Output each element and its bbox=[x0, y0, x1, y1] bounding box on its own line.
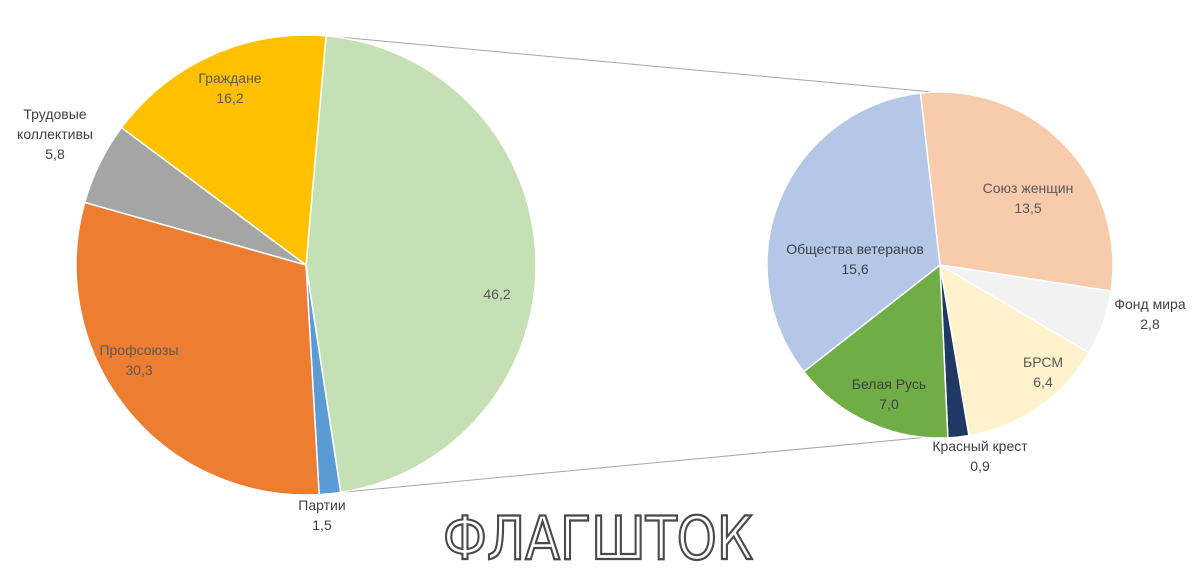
slice-value: 5,8 bbox=[45, 146, 65, 162]
slice-name: Общества ветеранов bbox=[786, 241, 924, 257]
flagshtok-logo-graphic: ФЛАГШТОК bbox=[442, 503, 754, 575]
main-label-трудовые-коллективы: Трудовые коллективы 5,8 bbox=[17, 106, 93, 162]
slice-value: 13,5 bbox=[1014, 200, 1041, 216]
breakdown-slice-белая-русь bbox=[802, 263, 949, 439]
data-labels: 46,2 Партии 1,5 Профсоюзы 30,3 Трудовые коллек… bbox=[17, 70, 1186, 533]
main-label-партии: Партии 1,5 bbox=[298, 497, 345, 533]
main-pie bbox=[75, 34, 537, 496]
slice-value: 15,6 bbox=[841, 261, 868, 277]
main-label-граждане: Граждане 16,2 bbox=[198, 70, 261, 106]
main-slice-other bbox=[305, 35, 537, 494]
slice-name: Партии bbox=[298, 497, 345, 513]
connector-lines bbox=[325, 35, 935, 493]
breakdown-label-белая-русь: Белая Русь 7,0 bbox=[852, 376, 926, 412]
slice-value: 46,2 bbox=[483, 286, 510, 302]
breakdown-label-фонд-мира: Фонд мира 2,8 bbox=[1114, 296, 1185, 332]
slice-value: 16,2 bbox=[216, 90, 243, 106]
main-slice-граждане bbox=[120, 34, 327, 267]
main-label-other: 46,2 bbox=[483, 286, 510, 302]
slice-value: 1,5 bbox=[312, 517, 332, 533]
breakdown-label-общества-ветеранов: Общества ветеранов 15,6 bbox=[786, 241, 924, 277]
connector-line-upper bbox=[325, 35, 935, 93]
watermark-text: ФЛАГШТОК bbox=[443, 508, 753, 568]
breakdown-label-брсм: БРСМ 6,4 bbox=[1023, 354, 1063, 390]
connector-line-lower bbox=[340, 436, 925, 493]
slice-name: Союз женщин bbox=[983, 180, 1074, 196]
slice-name: Красный крест bbox=[932, 438, 1028, 454]
slice-value: 0,9 bbox=[970, 458, 990, 474]
slice-name: Белая Русь bbox=[852, 376, 926, 392]
slice-value: 30,3 bbox=[125, 362, 152, 378]
breakdown-slice-союз-женщин bbox=[919, 91, 1114, 293]
slice-value: 7,0 bbox=[879, 396, 899, 412]
slice-name: БРСМ bbox=[1023, 354, 1063, 370]
breakdown-slice-брсм bbox=[938, 263, 1091, 437]
breakdown-label-красный-крест: Красный крест 0,9 bbox=[932, 438, 1028, 474]
breakdown-label-союз-женщин: Союз женщин 13,5 bbox=[983, 180, 1074, 216]
slice-name: коллективы bbox=[17, 126, 93, 142]
slice-value: 2,8 bbox=[1140, 316, 1160, 332]
main-label-профсоюзы: Профсоюзы 30,3 bbox=[99, 342, 178, 378]
slice-name: Фонд мира bbox=[1114, 296, 1185, 312]
main-slice-профсоюзы bbox=[75, 201, 320, 496]
slice-name: Профсоюзы bbox=[99, 342, 178, 358]
breakdown-slice-общества-ветеранов bbox=[766, 92, 941, 373]
slice-name: Граждане bbox=[198, 70, 261, 86]
breakdown-pie bbox=[766, 91, 1114, 439]
slice-value: 6,4 bbox=[1033, 374, 1053, 390]
watermark-logo: ФЛАГШТОК bbox=[438, 503, 758, 575]
slice-name: Трудовые bbox=[23, 106, 86, 122]
